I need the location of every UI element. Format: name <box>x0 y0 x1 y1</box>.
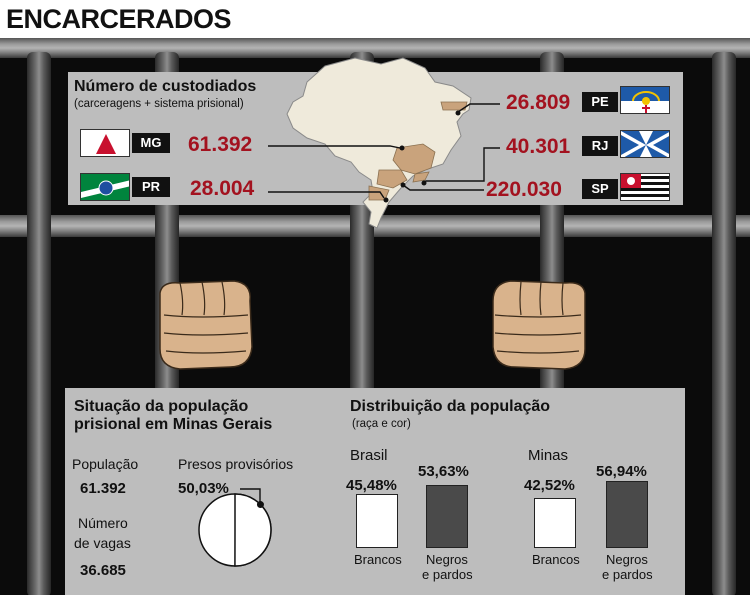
brasil-brancos-value: 45,48% <box>346 477 397 494</box>
pie-leader <box>240 488 261 506</box>
pie-slice-provisional <box>234 493 272 567</box>
vagas-label-line1: Número <box>78 515 128 531</box>
pe-flag-cross-h <box>642 107 650 109</box>
sp-flag-stripe <box>621 194 669 197</box>
rj-flag-tl <box>621 131 646 145</box>
right-fist-knuckle <box>539 281 542 316</box>
brasil-negros-label-line2: e pardos <box>422 567 473 582</box>
rj-value: 40.301 <box>506 135 571 158</box>
brasil-brancos-bar <box>356 494 398 548</box>
right-fist-knuckle <box>519 281 522 316</box>
minas-negros-label-line2: e pardos <box>602 567 653 582</box>
left-fist-finger <box>163 314 249 318</box>
sp-flag <box>620 173 670 201</box>
minas-brancos-bar <box>534 498 576 548</box>
cell-bar-horizontal-top <box>0 38 750 58</box>
rj-flag <box>620 130 670 158</box>
rj-flag-br <box>646 145 668 157</box>
minas-negros-value: 56,94% <box>596 463 647 480</box>
sp-flag-stripe <box>621 188 669 191</box>
brasil-negros-value: 53,63% <box>418 463 469 480</box>
dot-sp <box>400 182 406 188</box>
pr-flag <box>80 173 130 201</box>
pe-flag-sun <box>642 97 650 105</box>
right-fist-finger <box>494 314 582 318</box>
custodiados-heading: Número de custodiados <box>74 78 257 95</box>
vagas-value: 36.685 <box>80 562 126 579</box>
left-fist-knuckle <box>221 281 226 316</box>
pr-value: 28.004 <box>190 177 255 200</box>
sp-value: 220.030 <box>486 178 562 201</box>
right-fist-knuckle <box>561 282 564 316</box>
right-fist-finger <box>494 332 582 336</box>
statistics-panel <box>65 388 685 595</box>
pe-value: 26.809 <box>506 91 571 114</box>
distribution-subheading: (raça e cor) <box>352 418 411 430</box>
dot-pr <box>383 197 389 203</box>
right-fist-illustration <box>492 280 586 370</box>
connector-pe <box>457 103 500 113</box>
pr-code-tag: PR <box>132 177 170 197</box>
sp-flag-circle <box>627 177 635 185</box>
distribution-heading: Distribuição da população <box>350 398 551 415</box>
pe-flag-rainbow <box>632 91 660 102</box>
situation-heading-line1: Situação da população <box>74 398 249 415</box>
sao-paulo-shape <box>376 169 408 189</box>
brazil-outline <box>286 57 472 229</box>
brasil-label: Brasil <box>350 447 388 464</box>
minas-gerais-shape <box>392 143 436 175</box>
mg-value: 61.392 <box>188 133 253 156</box>
custodiados-subheading: (carceragens + sistema prisional) <box>74 98 244 110</box>
sp-code-tag: SP <box>582 179 618 199</box>
vagas-label-line2: de vagas <box>74 535 131 551</box>
provisional-value: 50,03% <box>178 480 229 497</box>
rio-de-janeiro-shape <box>412 171 430 183</box>
connector-pr <box>268 191 385 199</box>
pe-flag <box>620 86 670 114</box>
brasil-negros-bar <box>426 485 468 548</box>
mg-code-tag: MG <box>132 133 170 153</box>
rj-flag-tr <box>646 131 669 145</box>
minas-negros-bar <box>606 481 648 548</box>
pe-code-tag: PE <box>582 92 618 112</box>
minas-brancos-label: Brancos <box>532 552 580 567</box>
dot-pe <box>455 110 461 116</box>
cell-bar-vertical <box>712 52 736 595</box>
left-fist-finger <box>163 332 249 336</box>
left-fist-finger <box>165 350 247 354</box>
sp-flag-stripe <box>621 182 669 185</box>
rj-code-tag: RJ <box>582 136 618 156</box>
pr-flag-globe <box>98 180 114 196</box>
left-fist-knuckle <box>179 282 184 316</box>
dot-mg <box>399 145 405 151</box>
provisional-label: Presos provisórios <box>178 456 294 472</box>
brazil-map <box>286 57 472 229</box>
mg-flag-triangle <box>96 134 116 154</box>
left-fist-knuckle <box>201 281 206 316</box>
page-title: ENCARCERADOS <box>6 4 232 34</box>
situation-heading-line2: prisional em Minas Gerais <box>74 416 273 433</box>
population-value: 61.392 <box>80 480 126 497</box>
population-label: População <box>72 456 139 472</box>
mg-flag <box>80 129 130 157</box>
connector-mg <box>268 145 401 149</box>
left-fist-illustration <box>159 280 253 370</box>
connector-sp <box>402 184 484 191</box>
dot-rj <box>421 180 427 186</box>
rj-flag-right <box>653 136 669 154</box>
minas-label: Minas <box>528 447 569 464</box>
brasil-negros-label-line1: Negros <box>426 552 468 567</box>
minas-negros-label-line1: Negros <box>606 552 648 567</box>
right-fist-finger <box>496 350 580 354</box>
provisional-pie-chart <box>198 493 272 567</box>
cell-bar-vertical <box>27 52 51 595</box>
pernambuco-shape <box>440 101 468 111</box>
brasil-brancos-label: Brancos <box>354 552 402 567</box>
rj-flag-left <box>621 135 639 155</box>
sp-flag-stripe <box>621 176 669 179</box>
minas-brancos-value: 42,52% <box>524 477 575 494</box>
